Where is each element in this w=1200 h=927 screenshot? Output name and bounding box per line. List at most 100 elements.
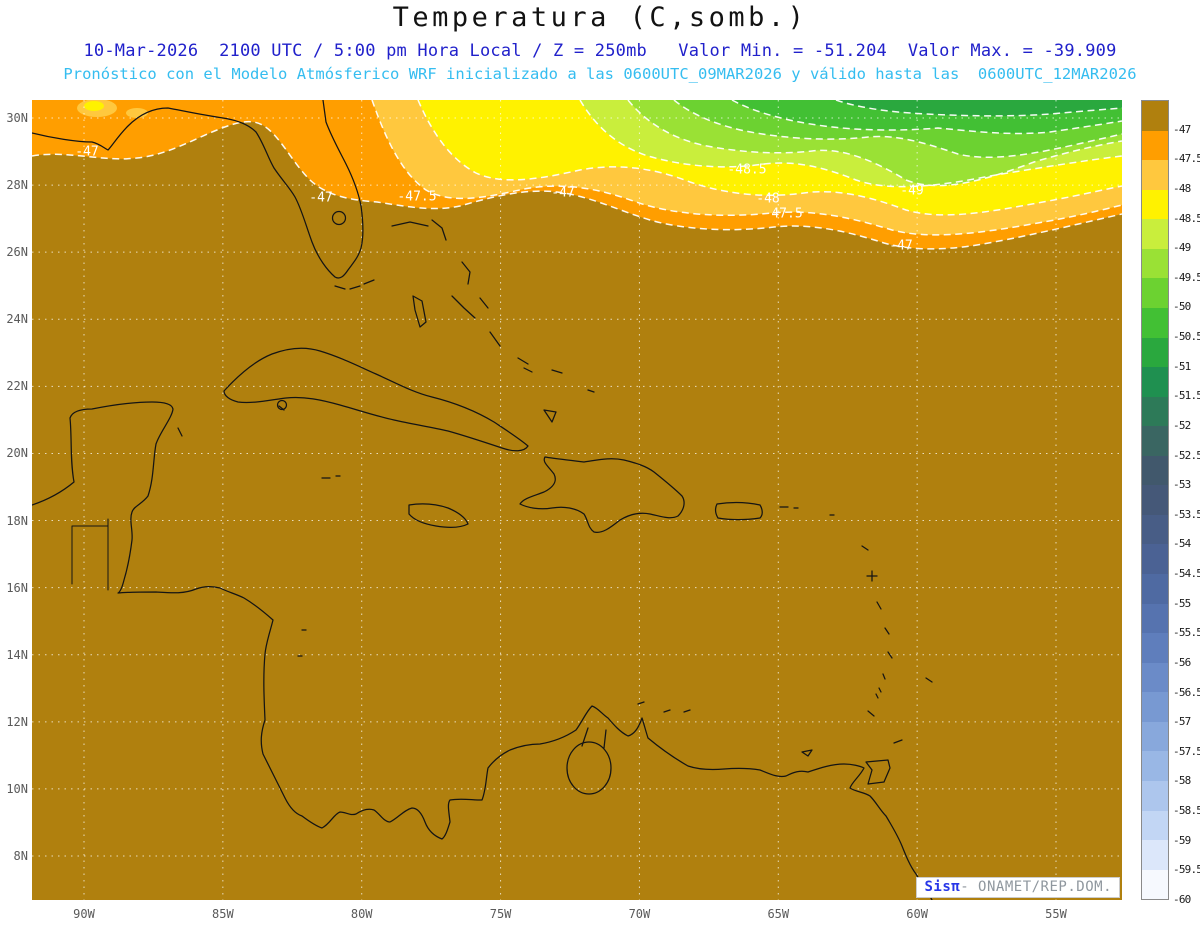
colorbar-segment — [1142, 189, 1168, 220]
colorbar — [1141, 100, 1169, 900]
contour-value-label: -47 — [551, 186, 574, 201]
lat-tick-label: 16N — [6, 580, 28, 595]
colorbar-segment — [1142, 633, 1168, 663]
colorbar-tick-label: -49.5 — [1173, 270, 1200, 284]
colorbar-segment — [1142, 278, 1168, 308]
colorbar-segment — [1142, 603, 1168, 634]
page-title: Temperatura (C,somb.) — [392, 2, 808, 33]
map-plot-area: -47 -47 -47.5 -47 -48.5 -48 47.5 -49 -47 Sisπ- O… — [32, 100, 1122, 900]
colorbar-tick-label: -59 — [1173, 833, 1191, 847]
watermark-brand: Sisπ — [924, 879, 961, 895]
colorbar-tick-label: -60 — [1173, 893, 1191, 906]
colorbar-segment — [1142, 544, 1168, 574]
colorbar-segment — [1142, 396, 1168, 427]
lon-tick-label: 80W — [350, 907, 373, 921]
colorbar-tick-label: -54.5 — [1173, 567, 1200, 581]
colorbar-segment — [1142, 219, 1168, 249]
colorbar-segment — [1142, 337, 1168, 368]
model-init-line: Pronóstico con el Modelo Atmósferico WRF… — [63, 65, 1137, 83]
colorbar-segment — [1142, 485, 1168, 515]
colorbar-segment — [1142, 810, 1168, 841]
colorbar-tick-label: -56.5 — [1173, 685, 1200, 699]
contour-value-label: -48.5 — [727, 163, 766, 178]
lat-tick-label: 12N — [6, 714, 28, 729]
coastlines — [32, 100, 933, 900]
lat-tick-label: 24N — [6, 312, 28, 327]
lake-maracaibo — [566, 741, 612, 795]
isla-juventud — [276, 399, 288, 411]
lat-tick-label: 18N — [6, 513, 28, 528]
lon-tick-label: 65W — [767, 907, 790, 921]
colorbar-tick-label: -56 — [1173, 655, 1191, 669]
colorbar-segment — [1142, 692, 1168, 722]
colorbar-segment — [1142, 160, 1168, 190]
colorbar-tick-label: -54 — [1173, 537, 1191, 551]
contour-value-label: -47.5 — [397, 190, 436, 205]
lat-tick-label: 8N — [13, 848, 28, 863]
colorbar-tick-label: -47 — [1173, 122, 1191, 136]
colorbar-tick-label: -58 — [1173, 774, 1191, 788]
country-borders — [71, 518, 109, 591]
contour-value-label: -48 — [756, 192, 779, 207]
lon-tick-label: 60W — [906, 907, 928, 921]
datetime-minmax-line: 10-Mar-2026 2100 UTC / 5:00 pm Hora Loca… — [83, 41, 1117, 61]
contour-lines — [32, 100, 1122, 250]
lon-tick-label: 55W — [1045, 907, 1067, 921]
colorbar-segment — [1142, 662, 1168, 693]
temperature-bands — [32, 100, 1122, 249]
lat-tick-label: 20N — [6, 446, 28, 461]
lon-tick-label: 70W — [628, 907, 651, 921]
colorbar-segment — [1142, 751, 1168, 781]
colorbar-tick-label: -57.5 — [1173, 744, 1200, 758]
colorbar-tick-label: -48.5 — [1173, 211, 1200, 225]
lat-tick-label: 30N — [6, 111, 28, 125]
colorbar-segment — [1142, 307, 1168, 338]
colorbar-tick-label: -50 — [1173, 300, 1191, 314]
colorbar-tick-label: -52 — [1173, 418, 1191, 432]
lat-tick-label: 26N — [6, 245, 28, 260]
colorbar-tick-label: -55.5 — [1173, 626, 1200, 640]
lat-tick-label: 14N — [6, 647, 28, 662]
colorbar-segment — [1142, 130, 1168, 161]
colorbar-segment — [1142, 426, 1168, 456]
colorbar-tick-label: -48 — [1173, 181, 1191, 195]
lon-tick-label: 85W — [212, 907, 234, 921]
lon-tick-label: 75W — [489, 907, 512, 921]
watermark-suffix: - ONAMET/REP.DOM. — [960, 879, 1112, 895]
colorbar-segment — [1142, 367, 1168, 397]
colorbar-tick-label: -53 — [1173, 478, 1191, 492]
colorbar-tick-label: -55 — [1173, 596, 1191, 610]
colorbar-segment — [1142, 455, 1168, 486]
lat-tick-label: 28N — [6, 178, 28, 193]
colorbar-tick-label: -57 — [1173, 715, 1191, 729]
colorbar-tick-label: -58.5 — [1173, 804, 1200, 818]
contour-value-label: -47 — [75, 145, 98, 160]
colorbar-tick-label: -53.5 — [1173, 507, 1200, 521]
colorbar-tick-label: -50.5 — [1173, 330, 1200, 344]
colorbar-segment — [1142, 574, 1168, 604]
colorbar-segment — [1142, 721, 1168, 752]
lat-tick-label: 10N — [6, 781, 28, 796]
colorbar-segment — [1142, 514, 1168, 545]
watermark-badge: Sisπ- ONAMET/REP.DOM. — [916, 877, 1120, 898]
colorbar-tick-label: -59.5 — [1173, 863, 1200, 877]
colorbar-segment — [1142, 101, 1168, 131]
colorbar-tick-label: -52.5 — [1173, 448, 1200, 462]
lat-tick-label: 22N — [6, 379, 28, 394]
contour-value-label: -49 — [900, 184, 923, 199]
colorbar-segment — [1142, 869, 1168, 900]
colorbar-tick-label: -51 — [1173, 359, 1191, 373]
colorbar-segment — [1142, 780, 1168, 811]
contour-value-label: -47 — [889, 239, 912, 254]
contour-value-label: 47.5 — [771, 207, 802, 222]
colorbar-segment — [1142, 248, 1168, 279]
colorbar-tick-label: -49 — [1173, 241, 1191, 255]
lon-tick-label: 90W — [73, 907, 95, 921]
lake-okeechobee — [331, 210, 347, 226]
colorbar-segment — [1142, 840, 1168, 870]
colorbar-tick-label: -47.5 — [1173, 152, 1200, 166]
contour-value-label: -47 — [309, 191, 332, 206]
